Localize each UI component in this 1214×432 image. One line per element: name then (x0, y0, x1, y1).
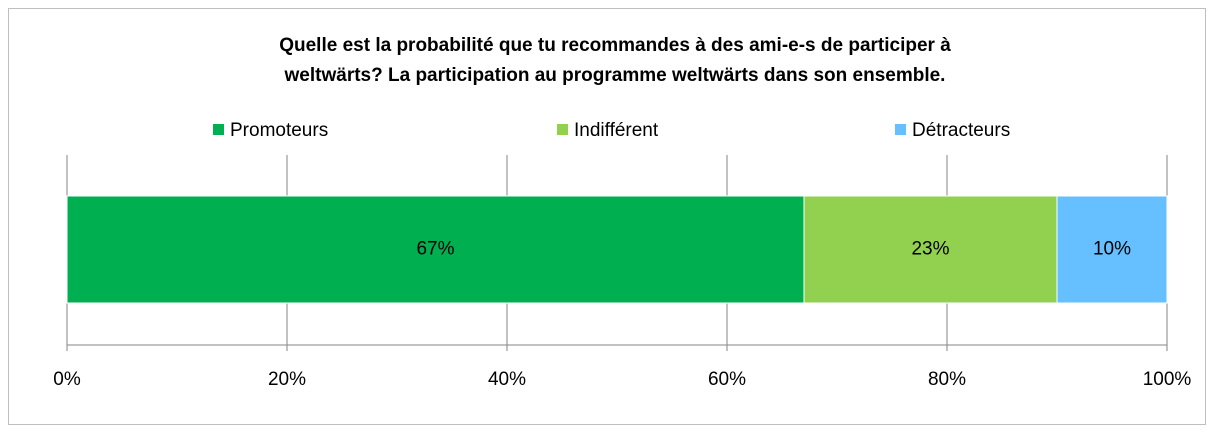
legend-label: Promoteurs (230, 120, 328, 141)
data-label: 10% (1093, 239, 1131, 260)
legend-label: Détracteurs (912, 120, 1010, 141)
bar-segment (66, 195, 805, 304)
legend-swatch (895, 124, 906, 135)
x-tick-label: 20% (268, 369, 306, 390)
data-label: 67% (416, 239, 454, 260)
legend-label: Indifférent (574, 120, 659, 141)
legend-swatch (213, 124, 224, 135)
bar-segment (803, 195, 1058, 304)
x-tick-label: 100% (1143, 369, 1192, 390)
x-tick-label: 60% (708, 369, 746, 390)
legend-swatch (557, 124, 568, 135)
chart-title: weltwärts? La participation au programme… (284, 65, 946, 86)
bar-segment (1056, 195, 1168, 304)
chart-title: Quelle est la probabilité que tu recomma… (279, 35, 951, 56)
data-label: 23% (911, 239, 949, 260)
x-tick-label: 40% (488, 369, 526, 390)
x-tick-label: 80% (928, 369, 966, 390)
x-tick-label: 0% (53, 369, 81, 390)
